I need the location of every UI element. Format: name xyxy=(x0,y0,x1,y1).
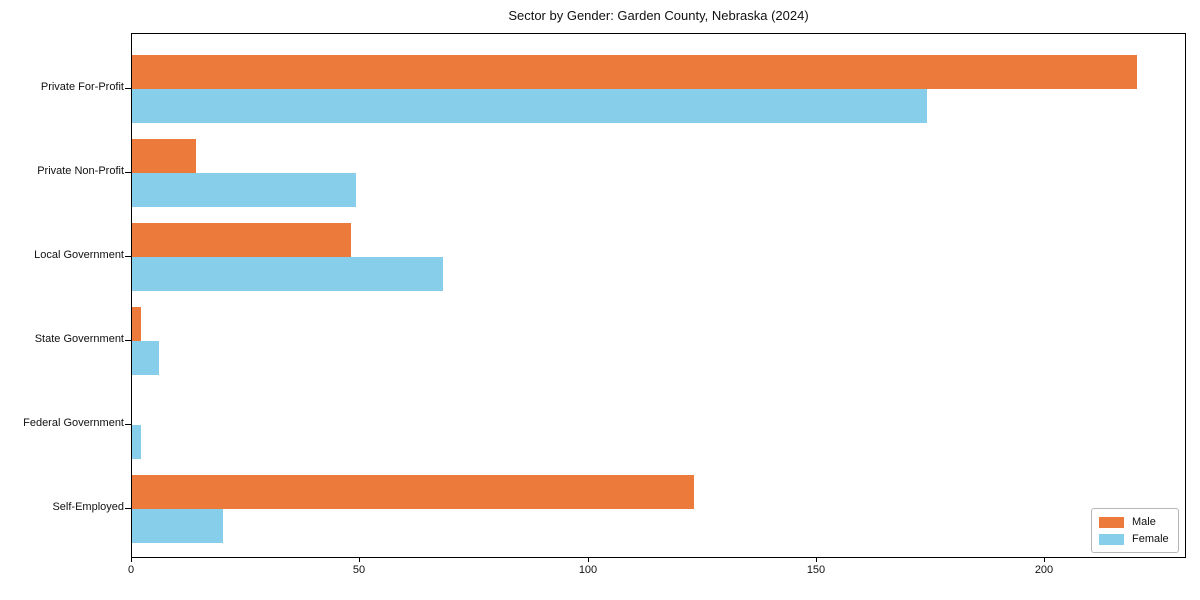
bar-female-private-non-profit xyxy=(132,173,356,207)
x-tick-mark xyxy=(359,558,360,562)
bar-female-self-employed xyxy=(132,509,223,543)
x-tick-mark xyxy=(131,558,132,562)
y-tick-mark xyxy=(125,340,131,341)
x-tick-label: 200 xyxy=(1034,564,1054,576)
y-tick-mark xyxy=(125,256,131,257)
legend-swatch-female xyxy=(1099,533,1124,545)
bar-male-private-for-profit xyxy=(132,55,1137,89)
legend-label-female: Female xyxy=(1132,533,1169,545)
x-tick-label: 50 xyxy=(352,564,366,576)
legend-label-male: Male xyxy=(1132,516,1156,528)
y-axis-label-federal-government: Federal Government xyxy=(23,417,124,429)
bar-female-private-for-profit xyxy=(132,89,927,123)
bar-female-federal-government xyxy=(132,425,141,459)
y-axis-label-private-non-profit: Private Non-Profit xyxy=(37,165,124,177)
plot-area: Male Female xyxy=(131,33,1186,558)
y-tick-mark xyxy=(125,172,131,173)
bar-male-local-government xyxy=(132,223,351,257)
bar-male-private-non-profit xyxy=(132,139,196,173)
y-axis-label-local-government: Local Government xyxy=(34,249,124,261)
legend-entry-female: Female xyxy=(1099,533,1171,545)
bar-female-local-government xyxy=(132,257,443,291)
legend-swatch-male xyxy=(1099,516,1124,528)
legend-entry-male: Male xyxy=(1099,516,1171,528)
x-tick-mark xyxy=(1044,558,1045,562)
y-axis-label-state-government: State Government xyxy=(34,333,124,345)
bar-male-self-employed xyxy=(132,475,694,509)
bar-male-state-government xyxy=(132,307,141,341)
y-tick-mark xyxy=(125,88,131,89)
y-tick-mark xyxy=(125,424,131,425)
x-tick-label: 0 xyxy=(127,564,135,576)
x-tick-label: 150 xyxy=(806,564,826,576)
x-tick-mark xyxy=(816,558,817,562)
y-tick-mark xyxy=(125,508,131,509)
x-tick-label: 100 xyxy=(578,564,598,576)
bar-female-state-government xyxy=(132,341,159,375)
x-tick-mark xyxy=(588,558,589,562)
y-axis-label-private-for-profit: Private For-Profit xyxy=(40,81,124,93)
chart-title: Sector by Gender: Garden County, Nebrask… xyxy=(508,8,809,23)
legend: Male Female xyxy=(1091,508,1179,553)
y-axis-label-self-employed: Self-Employed xyxy=(52,501,124,513)
